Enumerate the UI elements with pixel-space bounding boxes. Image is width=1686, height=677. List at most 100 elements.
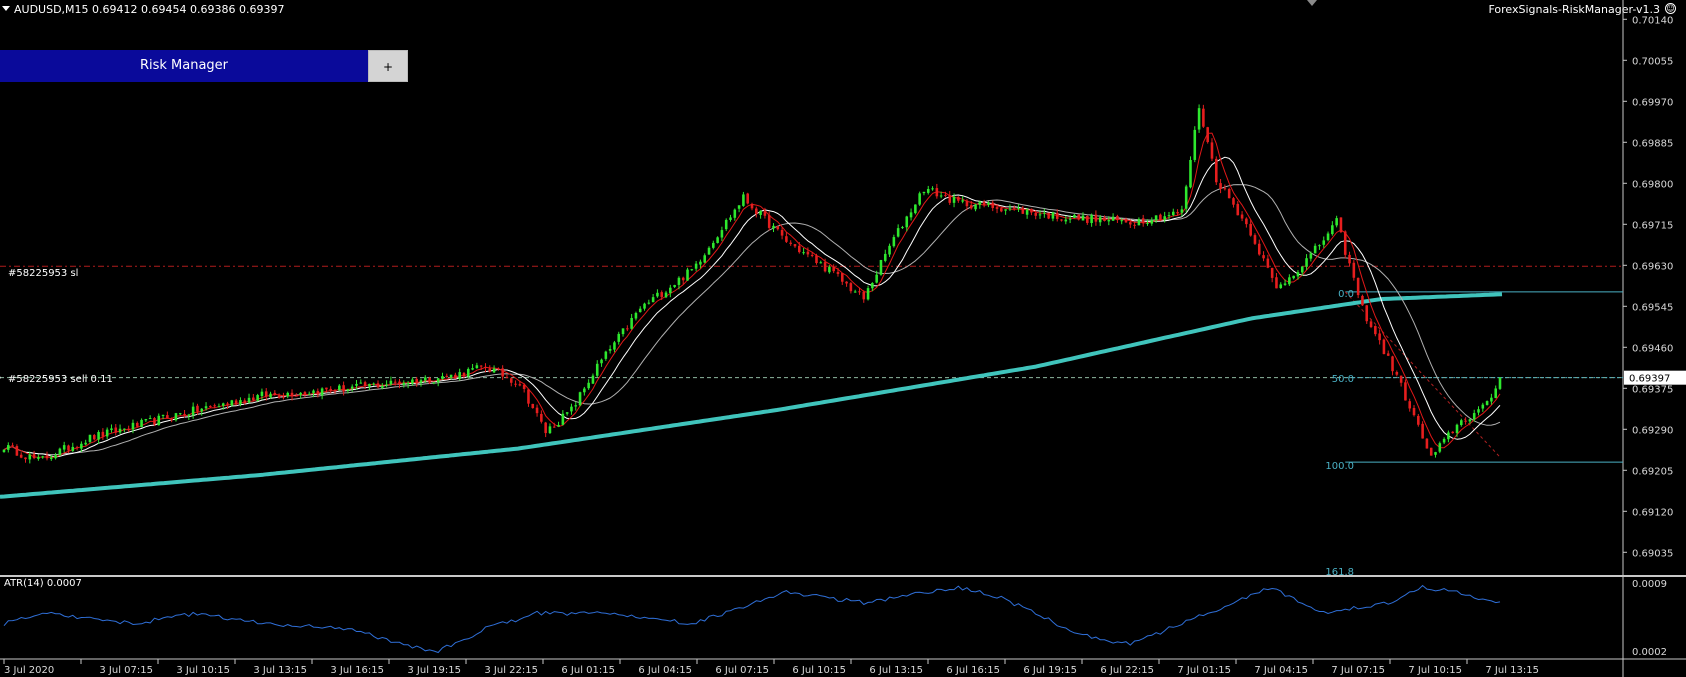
- candle-body: [492, 368, 496, 373]
- candle-body: [1214, 158, 1218, 183]
- candle-body: [896, 228, 900, 237]
- candle-body: [712, 242, 715, 248]
- chart-menu-arrow-icon[interactable]: [2, 6, 10, 11]
- candle-body: [1043, 212, 1046, 214]
- price-tick-label: 0.69800: [1632, 179, 1673, 190]
- candle-body: [742, 194, 745, 206]
- smile-icon[interactable]: ☺: [1665, 3, 1676, 14]
- candle-body: [1094, 214, 1098, 222]
- candle-body: [875, 274, 878, 283]
- candle-body: [350, 386, 354, 389]
- candle-body: [836, 271, 840, 274]
- candle-body: [677, 277, 681, 285]
- candle-body: [320, 388, 324, 396]
- candle-body: [1137, 219, 1141, 226]
- candle-body: [939, 195, 943, 197]
- candle-body: [1154, 215, 1158, 221]
- candle-body: [1374, 326, 1377, 335]
- candle-body: [888, 245, 891, 255]
- time-tick-label: 6 Jul 16:15: [946, 665, 1000, 676]
- candle-body: [432, 382, 436, 384]
- candle-body: [1197, 108, 1201, 130]
- candle-body: [716, 237, 719, 243]
- candle-body: [789, 242, 792, 244]
- candle-body: [1395, 371, 1399, 375]
- candle-body: [436, 378, 440, 383]
- candle-body: [1189, 159, 1192, 188]
- candle-body: [755, 208, 758, 215]
- candle-body: [578, 392, 582, 406]
- price-tick-label: 0.70140: [1632, 15, 1673, 26]
- candle-body: [329, 388, 333, 391]
- time-tick-label: 3 Jul 22:15: [484, 665, 538, 676]
- candle-body: [1490, 397, 1493, 402]
- price-tick-label: 0.69035: [1632, 548, 1673, 559]
- price-tick-label: 0.69885: [1632, 138, 1673, 149]
- candle-body: [1468, 419, 1472, 422]
- candle-body: [1472, 413, 1476, 420]
- candle-body: [157, 415, 161, 426]
- candle-body: [393, 381, 397, 383]
- expert-advisor-label: ForexSignals-RiskManager-v1.3: [1488, 3, 1660, 16]
- atr-line: [3, 584, 1501, 654]
- candle-body: [428, 377, 431, 383]
- candle-body: [1000, 208, 1003, 212]
- candle-body: [449, 374, 453, 378]
- candle-body: [647, 302, 651, 304]
- candle-body: [987, 202, 990, 205]
- time-tick-label: 6 Jul 07:15: [715, 665, 769, 676]
- price-tick-label: 0.69715: [1632, 220, 1673, 231]
- candle-body: [793, 244, 797, 247]
- candle-body: [535, 407, 539, 414]
- candle-body: [256, 395, 259, 401]
- time-tick-label: 3 Jul 07:15: [99, 665, 153, 676]
- candle-body: [785, 236, 788, 242]
- risk-manager-button[interactable]: Risk Manager: [0, 50, 368, 82]
- atr-axis-top-label: 0.0009: [1632, 579, 1667, 590]
- time-tick-label: 6 Jul 22:15: [1100, 665, 1154, 676]
- candle-body: [978, 201, 982, 205]
- candle-body: [346, 389, 350, 391]
- candle-body: [54, 455, 57, 459]
- candle-body: [2, 449, 6, 453]
- candle-body: [247, 397, 251, 403]
- candle-body: [1361, 295, 1364, 306]
- candle-body: [204, 406, 208, 409]
- candle-body: [944, 194, 947, 196]
- time-tick-label: 7 Jul 07:15: [1331, 665, 1385, 676]
- candle-body: [1288, 277, 1291, 285]
- candle-body: [88, 434, 92, 442]
- candle-body: [1442, 438, 1446, 443]
- candle-body: [114, 427, 118, 433]
- candle-body: [1296, 272, 1300, 277]
- candle-body: [299, 392, 302, 395]
- candle-body: [866, 288, 870, 300]
- candle-body: [423, 377, 427, 381]
- ma-200-line: [0, 292, 1503, 499]
- price-tick-label: 0.69120: [1632, 507, 1673, 518]
- candle-body: [540, 413, 543, 422]
- candle-body: [1210, 142, 1214, 159]
- candle-body: [325, 387, 328, 390]
- candle-body: [166, 415, 169, 419]
- risk-manager-expand-button[interactable]: +: [368, 50, 408, 82]
- time-tick-label: 3 Jul 2020: [4, 665, 54, 676]
- candle-body: [191, 406, 195, 416]
- candle-body: [1404, 382, 1407, 401]
- candle-body: [97, 432, 100, 440]
- chart-shift-marker-icon[interactable]: [1307, 0, 1317, 6]
- candle-body: [1030, 208, 1033, 213]
- candle-body: [144, 419, 148, 421]
- atr-axis-bottom-label: 0.0002: [1632, 647, 1667, 658]
- time-tick-label: 6 Jul 10:15: [792, 665, 846, 676]
- candle-body: [282, 396, 285, 398]
- candle-body: [982, 201, 986, 206]
- candle-body: [1365, 305, 1369, 322]
- candle-body: [411, 379, 414, 384]
- candle-body: [630, 317, 633, 329]
- candle-body: [1150, 220, 1154, 224]
- candle-body: [918, 193, 921, 205]
- candle-body: [458, 372, 461, 379]
